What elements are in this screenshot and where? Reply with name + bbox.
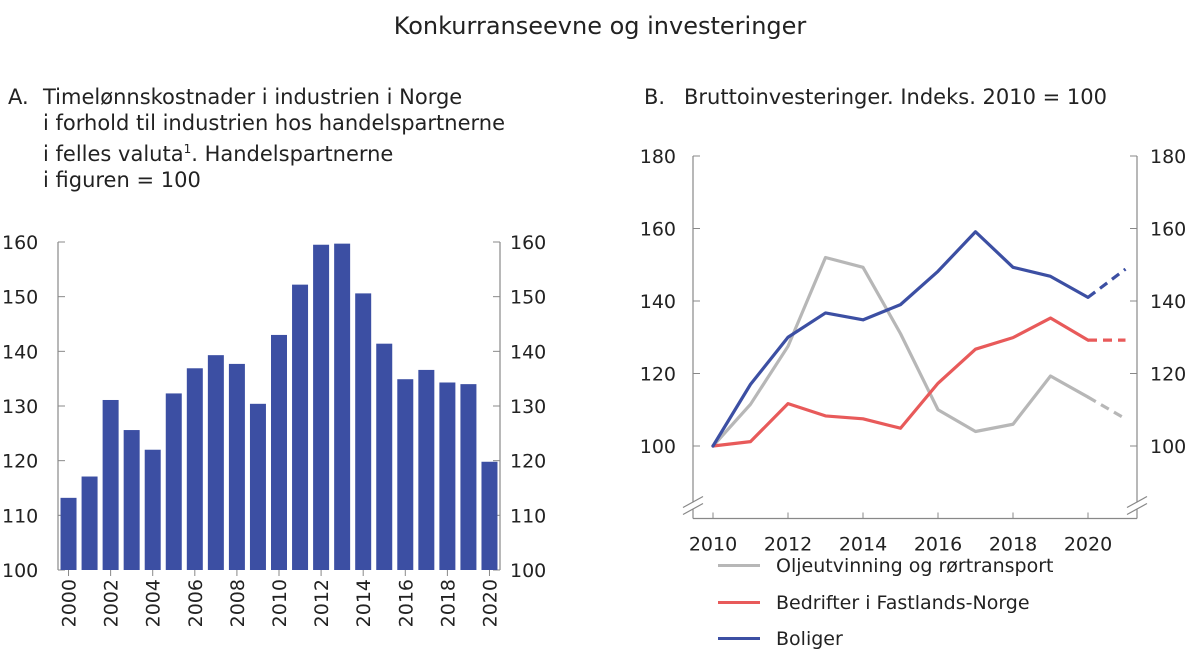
panel-b-x-tick-label: 2018 <box>989 534 1037 556</box>
panel-b-left-tick-label: 140 <box>640 291 676 313</box>
panel-b-x-tick-label: 2014 <box>839 534 887 556</box>
panel-b-right-tick-label: 120 <box>1150 364 1186 386</box>
panel-a-x-tick-label: 2010 <box>269 579 291 627</box>
legend-label-housing: Boliger <box>776 628 843 650</box>
panel-a-x-tick-label: 2016 <box>395 579 417 627</box>
panel-b-left-tick-label: 100 <box>640 436 676 458</box>
panel-b-axis-break-right <box>1126 495 1148 509</box>
panel-b-x-tick-label: 2010 <box>689 534 737 556</box>
panel-a-bar <box>418 369 435 570</box>
panel-a-x-tick-label: 2020 <box>479 579 501 627</box>
panel-a-title-line-1: Timelønnskostnader i industrien i Norge <box>43 85 463 109</box>
series-line-mainland <box>711 316 1090 448</box>
panel-a-left-tick-label: 150 <box>2 287 38 309</box>
panel-a-title: A. Timelønnskostnader i industrien i Norg… <box>8 84 505 193</box>
panel-a-right-tick-label: 140 <box>510 341 546 363</box>
panel-a-bar <box>334 243 351 570</box>
series-line-housing <box>711 230 1090 448</box>
panel-a-bar <box>60 497 77 570</box>
panel-a-right-tick-label: 120 <box>510 451 546 473</box>
panel-a-letter: A. <box>8 85 29 109</box>
series-projection-housing <box>1087 267 1127 299</box>
panel-a-bar <box>249 403 266 570</box>
panel-a-bar <box>313 244 330 570</box>
panel-a-bar <box>271 334 287 570</box>
panel-a-bar <box>123 430 140 570</box>
panel-b-x-tick-label: 2016 <box>914 534 962 556</box>
panel-b-right-tick-label: 100 <box>1150 436 1186 458</box>
panel-a-bar <box>439 382 456 570</box>
panel-a-title-line-2: i forhold til industrien hos handelspart… <box>43 111 505 135</box>
panel-b-axis-break-right <box>1126 502 1148 516</box>
panel-a-bar <box>228 363 245 570</box>
panel-b-letter: B. <box>644 85 666 109</box>
main-title: Konkurranseevne og investeringer <box>393 12 807 40</box>
panel-b-x-tick-label: 2020 <box>1064 534 1112 556</box>
panel-a-bar <box>186 368 203 570</box>
panel-a-right-tick-label: 130 <box>510 396 546 418</box>
panel-a-x-tick-label: 2018 <box>437 579 459 627</box>
panel-b-left-tick-label: 180 <box>640 146 676 168</box>
panel-a-x-tick-label: 2014 <box>353 579 375 627</box>
panel-a-left-tick-label: 160 <box>2 232 38 254</box>
panel-a-left-tick-label: 130 <box>2 396 38 418</box>
panel-b-right-tick-label: 180 <box>1150 146 1186 168</box>
panel-b-left-tick-label: 160 <box>640 219 676 241</box>
legend-swatch-oil <box>718 564 760 567</box>
panel-b-axis-break-left <box>682 502 704 516</box>
legend-label-oil: Oljeutvinning og rørtransport <box>776 555 1054 577</box>
panel-a-right-tick-label: 150 <box>510 287 546 309</box>
footnote-mark: 1 <box>183 142 192 156</box>
panel-a-bar <box>144 449 161 570</box>
panel-b-left-tick-label: 120 <box>640 364 676 386</box>
panel-a-right-tick-label: 110 <box>510 505 546 527</box>
panel-a-x-tick-label: 2008 <box>227 579 249 627</box>
panel-a-bar <box>460 384 477 570</box>
legend-swatch-mainland <box>718 601 760 604</box>
series-line-oil <box>711 255 1090 448</box>
panel-a-x-tick-label: 2012 <box>311 579 333 627</box>
panel-a-title-line-3: i felles valuta <box>43 142 184 166</box>
panel-a-x-tick-label: 2004 <box>143 579 165 627</box>
series-projection-oil <box>1087 395 1127 421</box>
panel-a-title-line-3b: . Handelspartnerne <box>191 142 394 166</box>
panel-b-x-tick-label: 2012 <box>764 534 812 556</box>
panel-a-left-tick-label: 100 <box>2 560 38 582</box>
panel-a-x-tick-label: 2002 <box>101 579 123 627</box>
panel-a-bar <box>376 343 393 570</box>
panel-a-bar <box>481 461 498 570</box>
legend-label-mainland: Bedrifter i Fastlands-Norge <box>776 592 1030 614</box>
panel-a-bar <box>81 476 98 570</box>
panel-a-x-tick-label: 2006 <box>185 579 207 627</box>
panel-a-left-tick-label: 120 <box>2 451 38 473</box>
panel-b-right-tick-label: 140 <box>1150 291 1186 313</box>
legend-swatch-housing <box>718 637 760 640</box>
panel-b-title: B. Bruttoinvesteringer. Indeks. 2010 = 10… <box>644 84 1107 110</box>
panel-a-left-tick-label: 140 <box>2 341 38 363</box>
panel-b-axis-break-left <box>682 495 704 509</box>
panel-b-title-text: Bruttoinvesteringer. Indeks. 2010 = 100 <box>684 85 1108 109</box>
panel-a-right-tick-label: 100 <box>510 560 546 582</box>
panel-a-bar <box>355 293 372 570</box>
panel-a-right-tick-label: 160 <box>510 232 546 254</box>
panel-a-title-line-4: i figuren = 100 <box>43 168 201 192</box>
panel-b-right-tick-label: 160 <box>1150 219 1186 241</box>
panel-a-left-tick-label: 110 <box>2 505 38 527</box>
panel-a-x-tick-label: 2000 <box>59 579 81 627</box>
panel-a-bar <box>292 284 309 570</box>
panel-a-bar <box>207 355 224 570</box>
panel-a-bar <box>102 399 119 570</box>
panel-a-bar <box>165 393 182 570</box>
panel-a-bar <box>397 379 414 570</box>
